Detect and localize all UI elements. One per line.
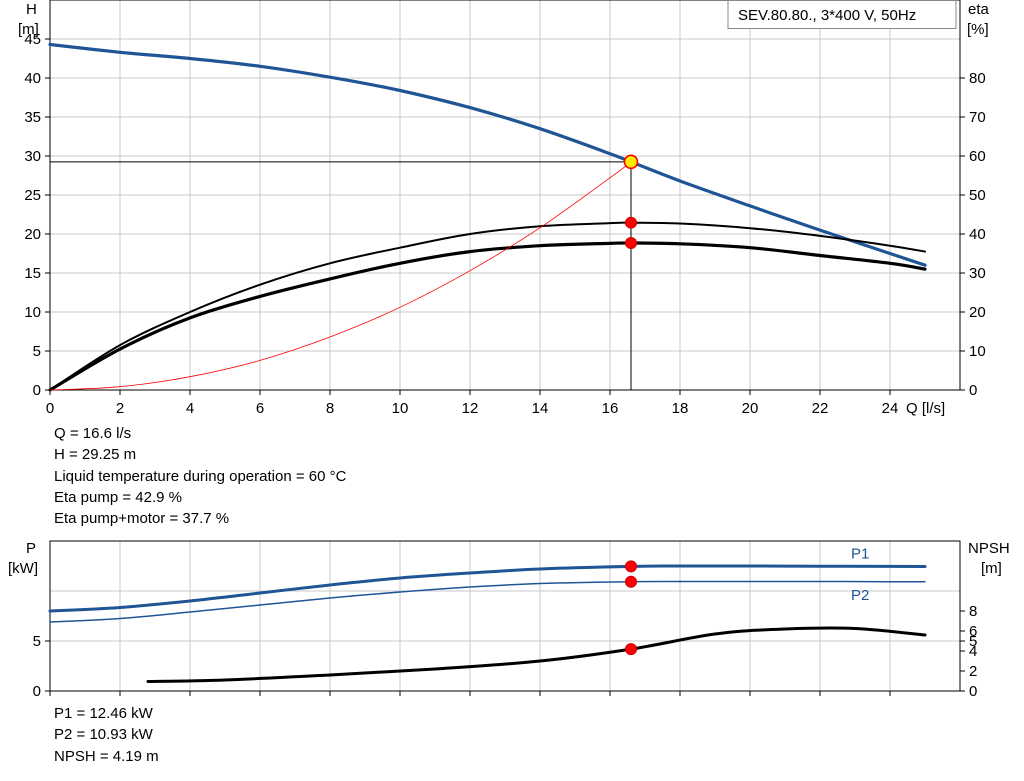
main-xtick-label-10: 10 [392, 400, 409, 417]
info-flow: Q = 16.6 l/s [54, 425, 132, 442]
power-series-label-p1: P1 [851, 546, 869, 563]
main-xlabel: Q [l/s] [906, 400, 945, 417]
power-ytick-right-label-8: 8 [969, 603, 977, 620]
power-ylabel-left-unit: [kW] [8, 560, 38, 577]
main-xtick-label-22: 22 [812, 400, 829, 417]
main-title: SEV.80.80., 3*400 V, 50Hz [738, 7, 916, 24]
info-head: H = 29.25 m [54, 446, 137, 464]
main-ytick-right-label-80: 80 [969, 70, 986, 87]
info-eta-pump: Eta pump = 42.9 % [54, 488, 182, 506]
main-xtick-label-14: 14 [532, 400, 549, 417]
main-ylabel-left-unit: [m] [18, 21, 39, 38]
power-ylabel-right-name: NPSH [968, 540, 1010, 557]
info-top: Q = 16.6 l/s H = 29.25 m Liquid temperat… [54, 423, 346, 529]
main-title-box: SEV.80.80., 3*400 V, 50Hz [727, 0, 957, 29]
main-series-eta-pump [49, 221, 926, 391]
main-ytick-right-label-10: 10 [969, 343, 986, 360]
main-xtick-label-0: 0 [46, 400, 54, 417]
power-series-p2 [49, 580, 926, 623]
main-series-system-curve [49, 161, 632, 391]
main-xtick-label-20: 20 [742, 400, 759, 417]
main-ytick-left-label-10: 10 [24, 304, 41, 321]
main-ytick-left-label-25: 25 [24, 187, 41, 204]
power-ytick-left-label-5: 5 [33, 633, 41, 650]
power-ylabel-right-unit: [m] [981, 560, 1002, 577]
main-ytick-left-label-15: 15 [24, 265, 41, 282]
main-ytick-left-label-30: 30 [24, 148, 41, 165]
info-eta-pump-motor: Eta pump+motor = 37.7 % [54, 510, 230, 528]
power-marker-1 [625, 575, 637, 588]
main-ylabel-right-unit: [%] [967, 21, 989, 38]
power-series-npsh [146, 626, 927, 683]
main-ytick-left-label-35: 35 [24, 109, 41, 126]
power-ytick-right-label-0: 0 [969, 683, 977, 700]
main-ytick-left-label-5: 5 [33, 343, 41, 360]
main-ylabel-right-name: eta [968, 1, 990, 18]
info-liquid-temperature: Liquid temperature during operation = 60… [54, 467, 347, 485]
power-marker-0 [625, 560, 637, 573]
main-xtick-label-24: 24 [882, 400, 899, 417]
power-marker-2 [625, 643, 637, 656]
main-ytick-right-label-50: 50 [969, 187, 986, 204]
power-ytick-right-label-6: 6 [969, 623, 977, 640]
main-ytick-left-label-0: 0 [33, 382, 41, 399]
power-ytick-left-label-0: 0 [33, 683, 41, 700]
main-ytick-left-label-20: 20 [24, 226, 41, 243]
main-xtick-label-6: 6 [256, 400, 264, 417]
main-series-h [48, 42, 927, 267]
power-ytick-right-label-5: 5 [969, 633, 977, 650]
main-operating-point [623, 154, 639, 170]
info-npsh: NPSH = 4.19 m [54, 747, 159, 765]
main-xtick-label-8: 8 [326, 400, 334, 417]
main-xtick-label-12: 12 [462, 400, 479, 417]
power-series-p1 [48, 564, 927, 613]
main-ytick-left-label-40: 40 [24, 70, 41, 87]
main-marker-1 [625, 236, 637, 249]
main-ylabel-left-name: H [26, 1, 37, 18]
main-ytick-left-label-45: 45 [24, 31, 41, 48]
main-marker-0 [625, 216, 637, 229]
power-ylabel-left-name: P [26, 540, 36, 557]
main-ytick-right-label-0: 0 [969, 382, 977, 399]
info-p1: P1 = 12.46 kW [54, 705, 153, 722]
main-ytick-right-label-70: 70 [969, 109, 986, 126]
main-ytick-right-label-20: 20 [969, 304, 986, 321]
main-ytick-right-label-30: 30 [969, 265, 986, 282]
main-xtick-label-16: 16 [602, 400, 619, 417]
main-ytick-right-label-40: 40 [969, 226, 986, 243]
main-xtick-label-2: 2 [116, 400, 124, 417]
info-p2: P2 = 10.93 kW [54, 726, 153, 744]
power-ytick-right-label-4: 4 [969, 643, 977, 660]
info-bottom: P1 = 12.46 kW P2 = 10.93 kW NPSH = 4.19 … [54, 703, 159, 767]
power-series-label-p2: P2 [851, 587, 869, 604]
main-series-eta-pump-motor [48, 241, 927, 392]
power-plot-frame [49, 540, 961, 692]
main-title-frame [727, 0, 957, 29]
main-xtick-label-18: 18 [672, 400, 689, 417]
power-ytick-right-label-2: 2 [969, 663, 977, 680]
main-xtick-label-4: 4 [186, 400, 194, 417]
main-ytick-right-label-60: 60 [969, 148, 986, 165]
